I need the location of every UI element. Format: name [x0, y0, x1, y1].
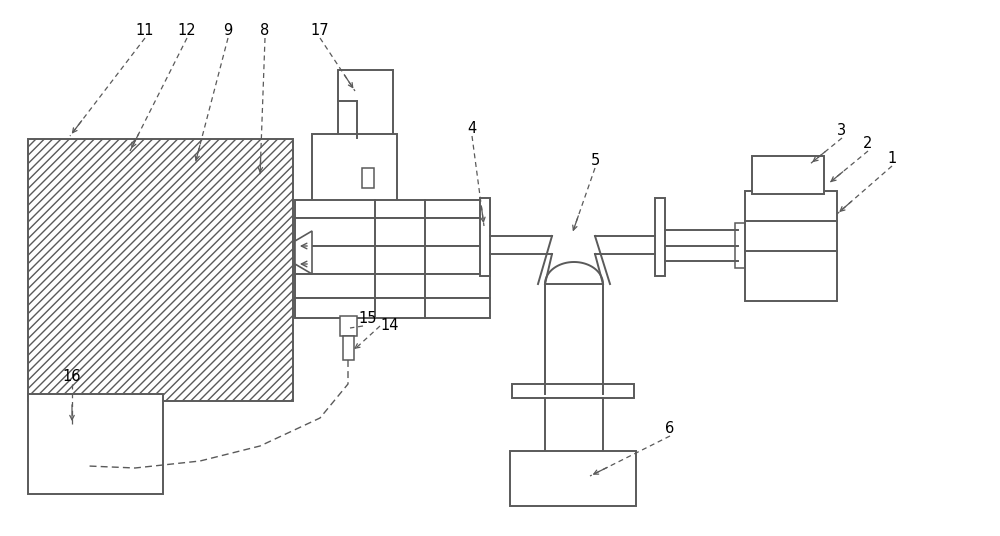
Bar [735, 223, 747, 268]
Text: 14: 14 [380, 318, 398, 333]
Text: 9: 9 [223, 23, 233, 38]
Text: 6: 6 [665, 421, 675, 436]
Bar [312, 134, 397, 206]
Bar [295, 218, 490, 246]
Bar [340, 316, 357, 336]
Bar [510, 451, 636, 506]
Bar [338, 70, 393, 138]
Bar [752, 156, 824, 194]
Bar [745, 191, 837, 301]
Text: 17: 17 [311, 23, 329, 38]
Bar [512, 384, 634, 398]
Bar [480, 198, 490, 276]
Text: 12: 12 [178, 23, 196, 38]
Text: 16: 16 [63, 369, 81, 384]
Bar [655, 198, 665, 276]
Bar [295, 274, 490, 298]
Bar [295, 298, 490, 318]
Bar [343, 336, 354, 360]
Text: 11: 11 [136, 23, 154, 38]
Bar [28, 394, 163, 494]
Text: 3: 3 [837, 123, 847, 138]
Polygon shape [295, 231, 312, 274]
Text: 4: 4 [467, 121, 477, 136]
Bar [28, 139, 293, 401]
Text: 15: 15 [358, 311, 376, 326]
Text: 8: 8 [260, 23, 270, 38]
Bar [545, 284, 603, 394]
Text: 5: 5 [590, 153, 600, 168]
Text: 1: 1 [887, 151, 897, 166]
Bar [362, 168, 374, 188]
Text: 2: 2 [863, 136, 873, 151]
Bar [295, 246, 490, 274]
Bar [545, 398, 603, 454]
Bar [295, 200, 490, 218]
